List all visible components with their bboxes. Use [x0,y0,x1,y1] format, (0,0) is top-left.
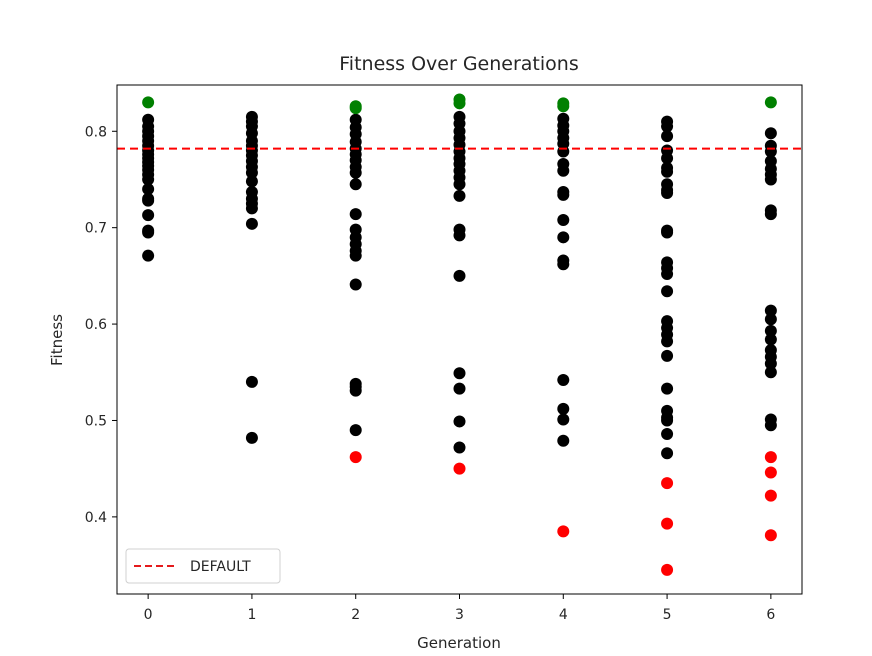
population-point [349,178,362,191]
population-point [661,335,674,348]
x-tick-label: 6 [766,607,775,623]
x-tick-label: 3 [455,607,464,623]
population-point [661,285,674,298]
population-point [245,375,258,388]
population-point [661,130,674,143]
worst-point [764,466,777,479]
population-point [142,183,155,196]
population-point [453,382,466,395]
population-point [142,249,155,262]
population-point [245,431,258,444]
population-point [142,173,155,186]
population-point [349,249,362,262]
population-point [245,166,258,179]
population-point [661,165,674,178]
worst-point [764,451,777,464]
population-point [764,419,777,432]
population-point [661,267,674,280]
population-point [453,367,466,380]
population-point [661,447,674,460]
population-point [245,217,258,230]
population-point [557,164,570,177]
population-point [142,209,155,222]
population-point [764,313,777,326]
population-point [661,186,674,199]
population-point [349,166,362,179]
population-point [557,213,570,226]
population-point [349,208,362,221]
worst-point [764,529,777,542]
population-point [453,415,466,428]
population-point [764,333,777,346]
worst-point [764,489,777,502]
population-point [557,373,570,386]
y-tick-label: 0.4 [85,510,107,526]
population-point [453,189,466,202]
x-tick-label: 2 [351,607,360,623]
population-point [453,269,466,282]
population-point [557,231,570,244]
best-point [453,97,466,110]
population-point [453,178,466,191]
population-point [661,120,674,133]
population-point [661,382,674,395]
population-point [764,324,777,337]
chart-title: Fitness Over Generations [339,53,578,75]
population-point [764,366,777,379]
legend: DEFAULT [125,548,281,584]
population-point [557,402,570,415]
y-tick-label: 0.5 [85,413,107,429]
worst-point [661,517,674,530]
worst-point [661,477,674,490]
y-tick-label: 0.6 [85,317,107,333]
best-point [142,96,155,109]
y-axis: 0.4 0.5 0.6 0.7 0.8 [85,124,117,526]
y-tick-label: 0.8 [85,124,107,140]
population-point [142,226,155,239]
best-point [764,96,777,109]
population-point [661,226,674,239]
y-tick-label: 0.7 [85,221,107,237]
worst-point [557,525,570,538]
best-point [557,100,570,113]
population-point [661,427,674,440]
worst-point [453,462,466,475]
population-point [245,175,258,188]
population-point [349,424,362,437]
population-point [557,188,570,201]
population-point [764,127,777,140]
population-point [764,357,777,370]
x-tick-label: 5 [663,607,672,623]
x-axis: 0 1 2 3 4 5 6 [144,594,775,623]
population-point [557,145,570,158]
population-point [557,413,570,426]
x-axis-label: Generation [417,634,501,652]
population-point [764,304,777,317]
population-point [453,229,466,242]
population-point [349,278,362,291]
population-point [349,384,362,397]
x-tick-label: 0 [144,607,153,623]
population-point [764,208,777,221]
population-point [661,152,674,165]
legend-box [125,548,281,584]
population-point [557,434,570,447]
best-point [349,102,362,115]
plot-area [117,93,802,576]
x-tick-label: 4 [559,607,568,623]
population-point [661,349,674,362]
population-point [245,202,258,215]
y-axis-label: Fitness [48,314,66,366]
worst-point [349,451,362,464]
population-point [453,441,466,454]
population-point [764,173,777,186]
population-point [142,194,155,207]
legend-label-default: DEFAULT [190,559,251,575]
population-point [557,258,570,271]
x-tick-label: 1 [247,607,256,623]
population-point [661,414,674,427]
worst-point [661,563,674,576]
